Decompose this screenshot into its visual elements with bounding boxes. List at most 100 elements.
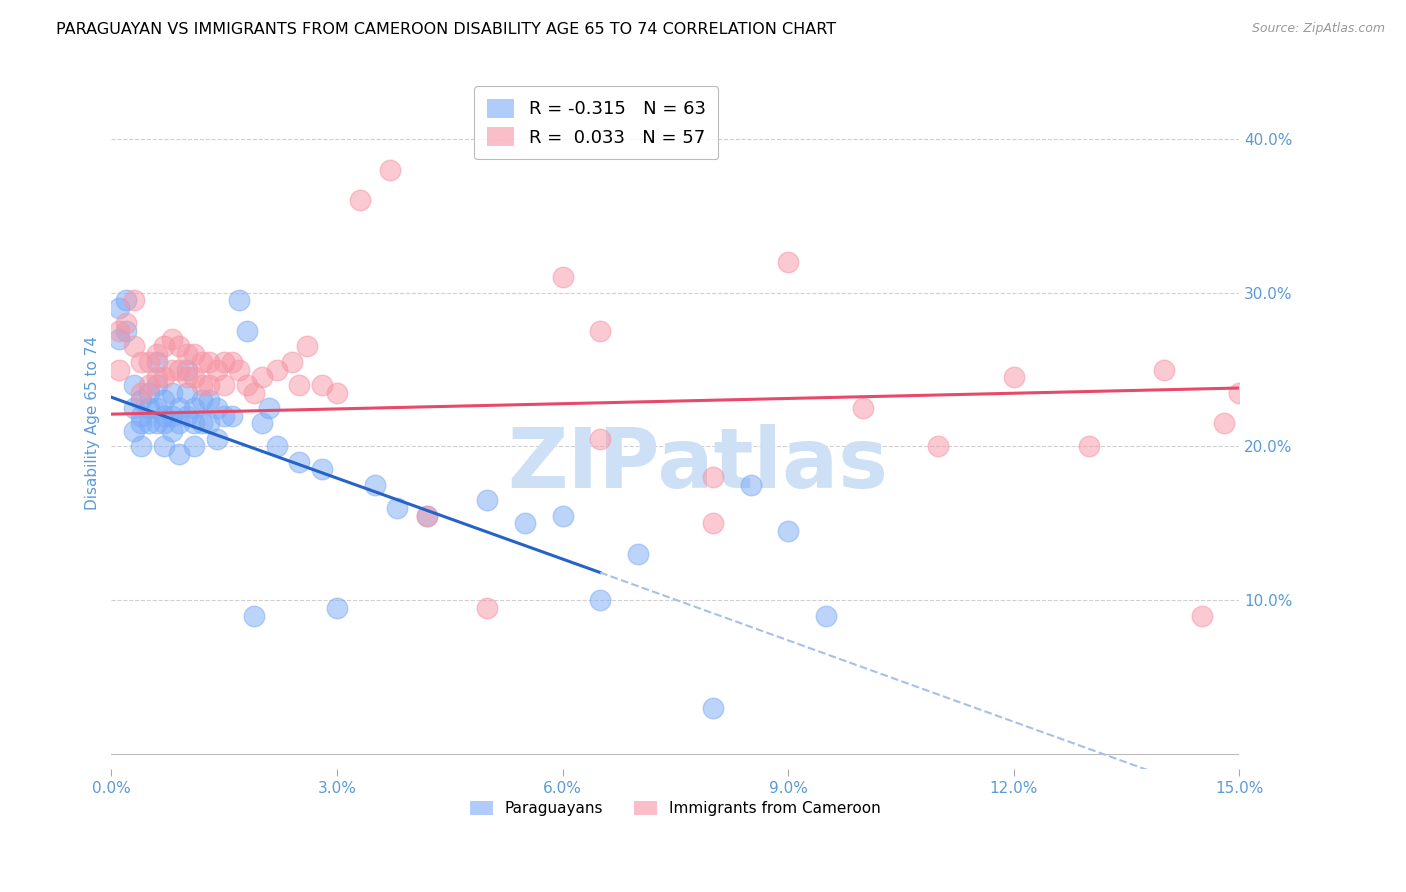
Point bbox=[205, 401, 228, 415]
Point bbox=[198, 355, 221, 369]
Point bbox=[1002, 370, 1025, 384]
Point bbox=[153, 409, 176, 423]
Point bbox=[183, 439, 205, 453]
Point bbox=[176, 385, 198, 400]
Point bbox=[183, 347, 205, 361]
Point bbox=[702, 701, 724, 715]
Point bbox=[198, 378, 221, 392]
Point bbox=[326, 385, 349, 400]
Point bbox=[183, 401, 205, 415]
Point bbox=[198, 393, 221, 408]
Point bbox=[288, 455, 311, 469]
Text: ZIPatlas: ZIPatlas bbox=[508, 425, 889, 506]
Point bbox=[326, 600, 349, 615]
Point bbox=[416, 508, 439, 523]
Point bbox=[228, 362, 250, 376]
Point bbox=[363, 478, 385, 492]
Point bbox=[477, 493, 499, 508]
Point bbox=[131, 393, 153, 408]
Point bbox=[167, 417, 190, 431]
Point bbox=[198, 417, 221, 431]
Point bbox=[167, 339, 190, 353]
Point bbox=[551, 270, 574, 285]
Point bbox=[205, 362, 228, 376]
Point bbox=[235, 324, 257, 338]
Point bbox=[122, 401, 145, 415]
Point bbox=[160, 332, 183, 346]
Point bbox=[167, 401, 190, 415]
Point bbox=[349, 194, 371, 208]
Point bbox=[160, 362, 183, 376]
Point bbox=[122, 378, 145, 392]
Point bbox=[183, 370, 205, 384]
Point bbox=[138, 417, 160, 431]
Point bbox=[167, 447, 190, 461]
Point bbox=[108, 324, 131, 338]
Point bbox=[740, 478, 762, 492]
Point bbox=[153, 417, 176, 431]
Point bbox=[205, 432, 228, 446]
Point bbox=[145, 370, 167, 384]
Point bbox=[416, 508, 439, 523]
Point bbox=[131, 439, 153, 453]
Point bbox=[138, 385, 160, 400]
Point bbox=[190, 355, 212, 369]
Point bbox=[212, 409, 235, 423]
Point bbox=[235, 378, 257, 392]
Point bbox=[814, 608, 837, 623]
Point bbox=[311, 378, 333, 392]
Point bbox=[1153, 362, 1175, 376]
Point bbox=[702, 516, 724, 531]
Point bbox=[281, 355, 304, 369]
Point bbox=[167, 362, 190, 376]
Point bbox=[153, 393, 176, 408]
Point bbox=[295, 339, 318, 353]
Point bbox=[138, 378, 160, 392]
Point bbox=[190, 393, 212, 408]
Point bbox=[108, 332, 131, 346]
Point bbox=[138, 401, 160, 415]
Point bbox=[266, 362, 288, 376]
Point bbox=[627, 547, 650, 561]
Point bbox=[131, 409, 153, 423]
Point bbox=[778, 255, 800, 269]
Point bbox=[145, 401, 167, 415]
Point bbox=[1213, 417, 1236, 431]
Point bbox=[221, 355, 243, 369]
Point bbox=[243, 385, 266, 400]
Point bbox=[378, 162, 401, 177]
Point bbox=[250, 370, 273, 384]
Point bbox=[243, 608, 266, 623]
Point bbox=[153, 370, 176, 384]
Point bbox=[176, 362, 198, 376]
Point bbox=[131, 355, 153, 369]
Legend: Paraguayans, Immigrants from Cameroon: Paraguayans, Immigrants from Cameroon bbox=[463, 794, 889, 824]
Point bbox=[288, 378, 311, 392]
Point bbox=[589, 593, 612, 607]
Point bbox=[160, 424, 183, 438]
Point bbox=[176, 347, 198, 361]
Point bbox=[212, 355, 235, 369]
Point bbox=[115, 317, 138, 331]
Point bbox=[176, 370, 198, 384]
Point bbox=[108, 301, 131, 315]
Point bbox=[1077, 439, 1099, 453]
Point bbox=[927, 439, 949, 453]
Y-axis label: Disability Age 65 to 74: Disability Age 65 to 74 bbox=[86, 336, 100, 510]
Point bbox=[183, 417, 205, 431]
Point bbox=[589, 324, 612, 338]
Point bbox=[212, 378, 235, 392]
Point bbox=[131, 417, 153, 431]
Point bbox=[852, 401, 875, 415]
Point bbox=[160, 385, 183, 400]
Point bbox=[153, 339, 176, 353]
Point bbox=[477, 600, 499, 615]
Point bbox=[131, 385, 153, 400]
Point bbox=[259, 401, 281, 415]
Point bbox=[115, 324, 138, 338]
Point bbox=[385, 500, 408, 515]
Point bbox=[138, 355, 160, 369]
Point bbox=[122, 339, 145, 353]
Point bbox=[122, 293, 145, 308]
Point bbox=[122, 424, 145, 438]
